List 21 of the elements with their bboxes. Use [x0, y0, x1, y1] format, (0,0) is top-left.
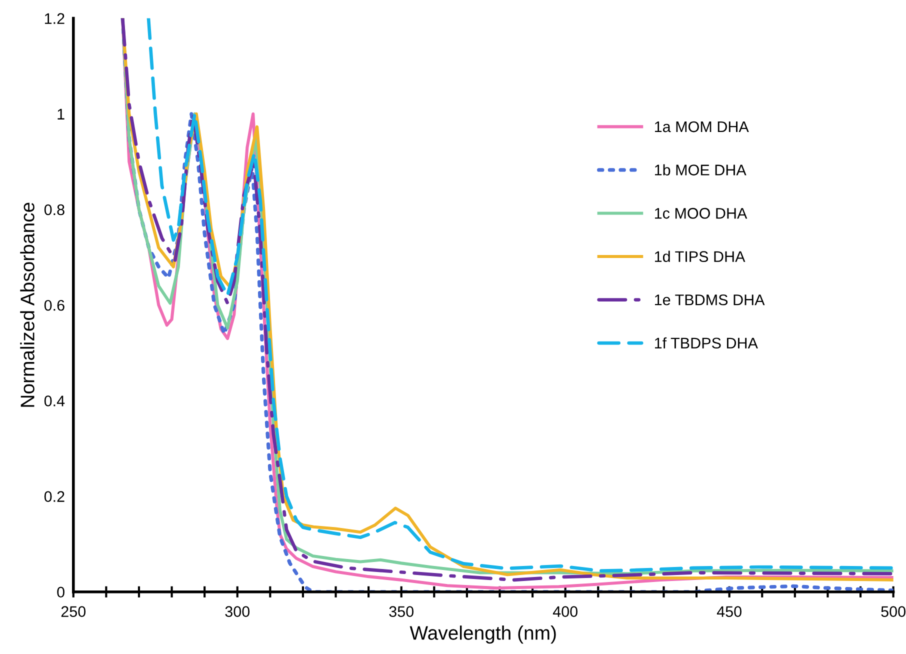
- legend-label: 1d TIPS DHA: [655, 250, 746, 262]
- y-tick-label: 0.2: [44, 491, 64, 502]
- x-tick-label: 300: [225, 606, 250, 617]
- x-tick-label: 250: [61, 606, 86, 617]
- y-tick-label: 1.2: [44, 13, 64, 24]
- y-tick-label: 0.4: [44, 396, 65, 406]
- x-tick-label: 450: [716, 606, 742, 617]
- y-tick-label: 0.6: [44, 300, 64, 311]
- y-tick-label: 0.8: [44, 204, 64, 216]
- x-tick-label: 400: [552, 606, 578, 617]
- x-tick-label: 350: [389, 606, 414, 617]
- legend-label: 1e TBDMS DHA: [655, 294, 765, 306]
- y-tick-label: 1: [58, 108, 64, 120]
- x-tick-label: 500: [881, 606, 906, 617]
- legend-label: 1a MOM DHA: [655, 121, 749, 132]
- x-axis-title: Wavelength (nm): [410, 626, 556, 644]
- legend-label: 1c MOO DHA: [655, 208, 748, 219]
- y-tick-label: 0: [57, 586, 64, 598]
- y-axis-title: Normalized Absorbance: [20, 202, 34, 407]
- legend-label: 1f TBDPS DHA: [655, 337, 758, 349]
- legend-label: 1b MOE DHA: [655, 164, 746, 176]
